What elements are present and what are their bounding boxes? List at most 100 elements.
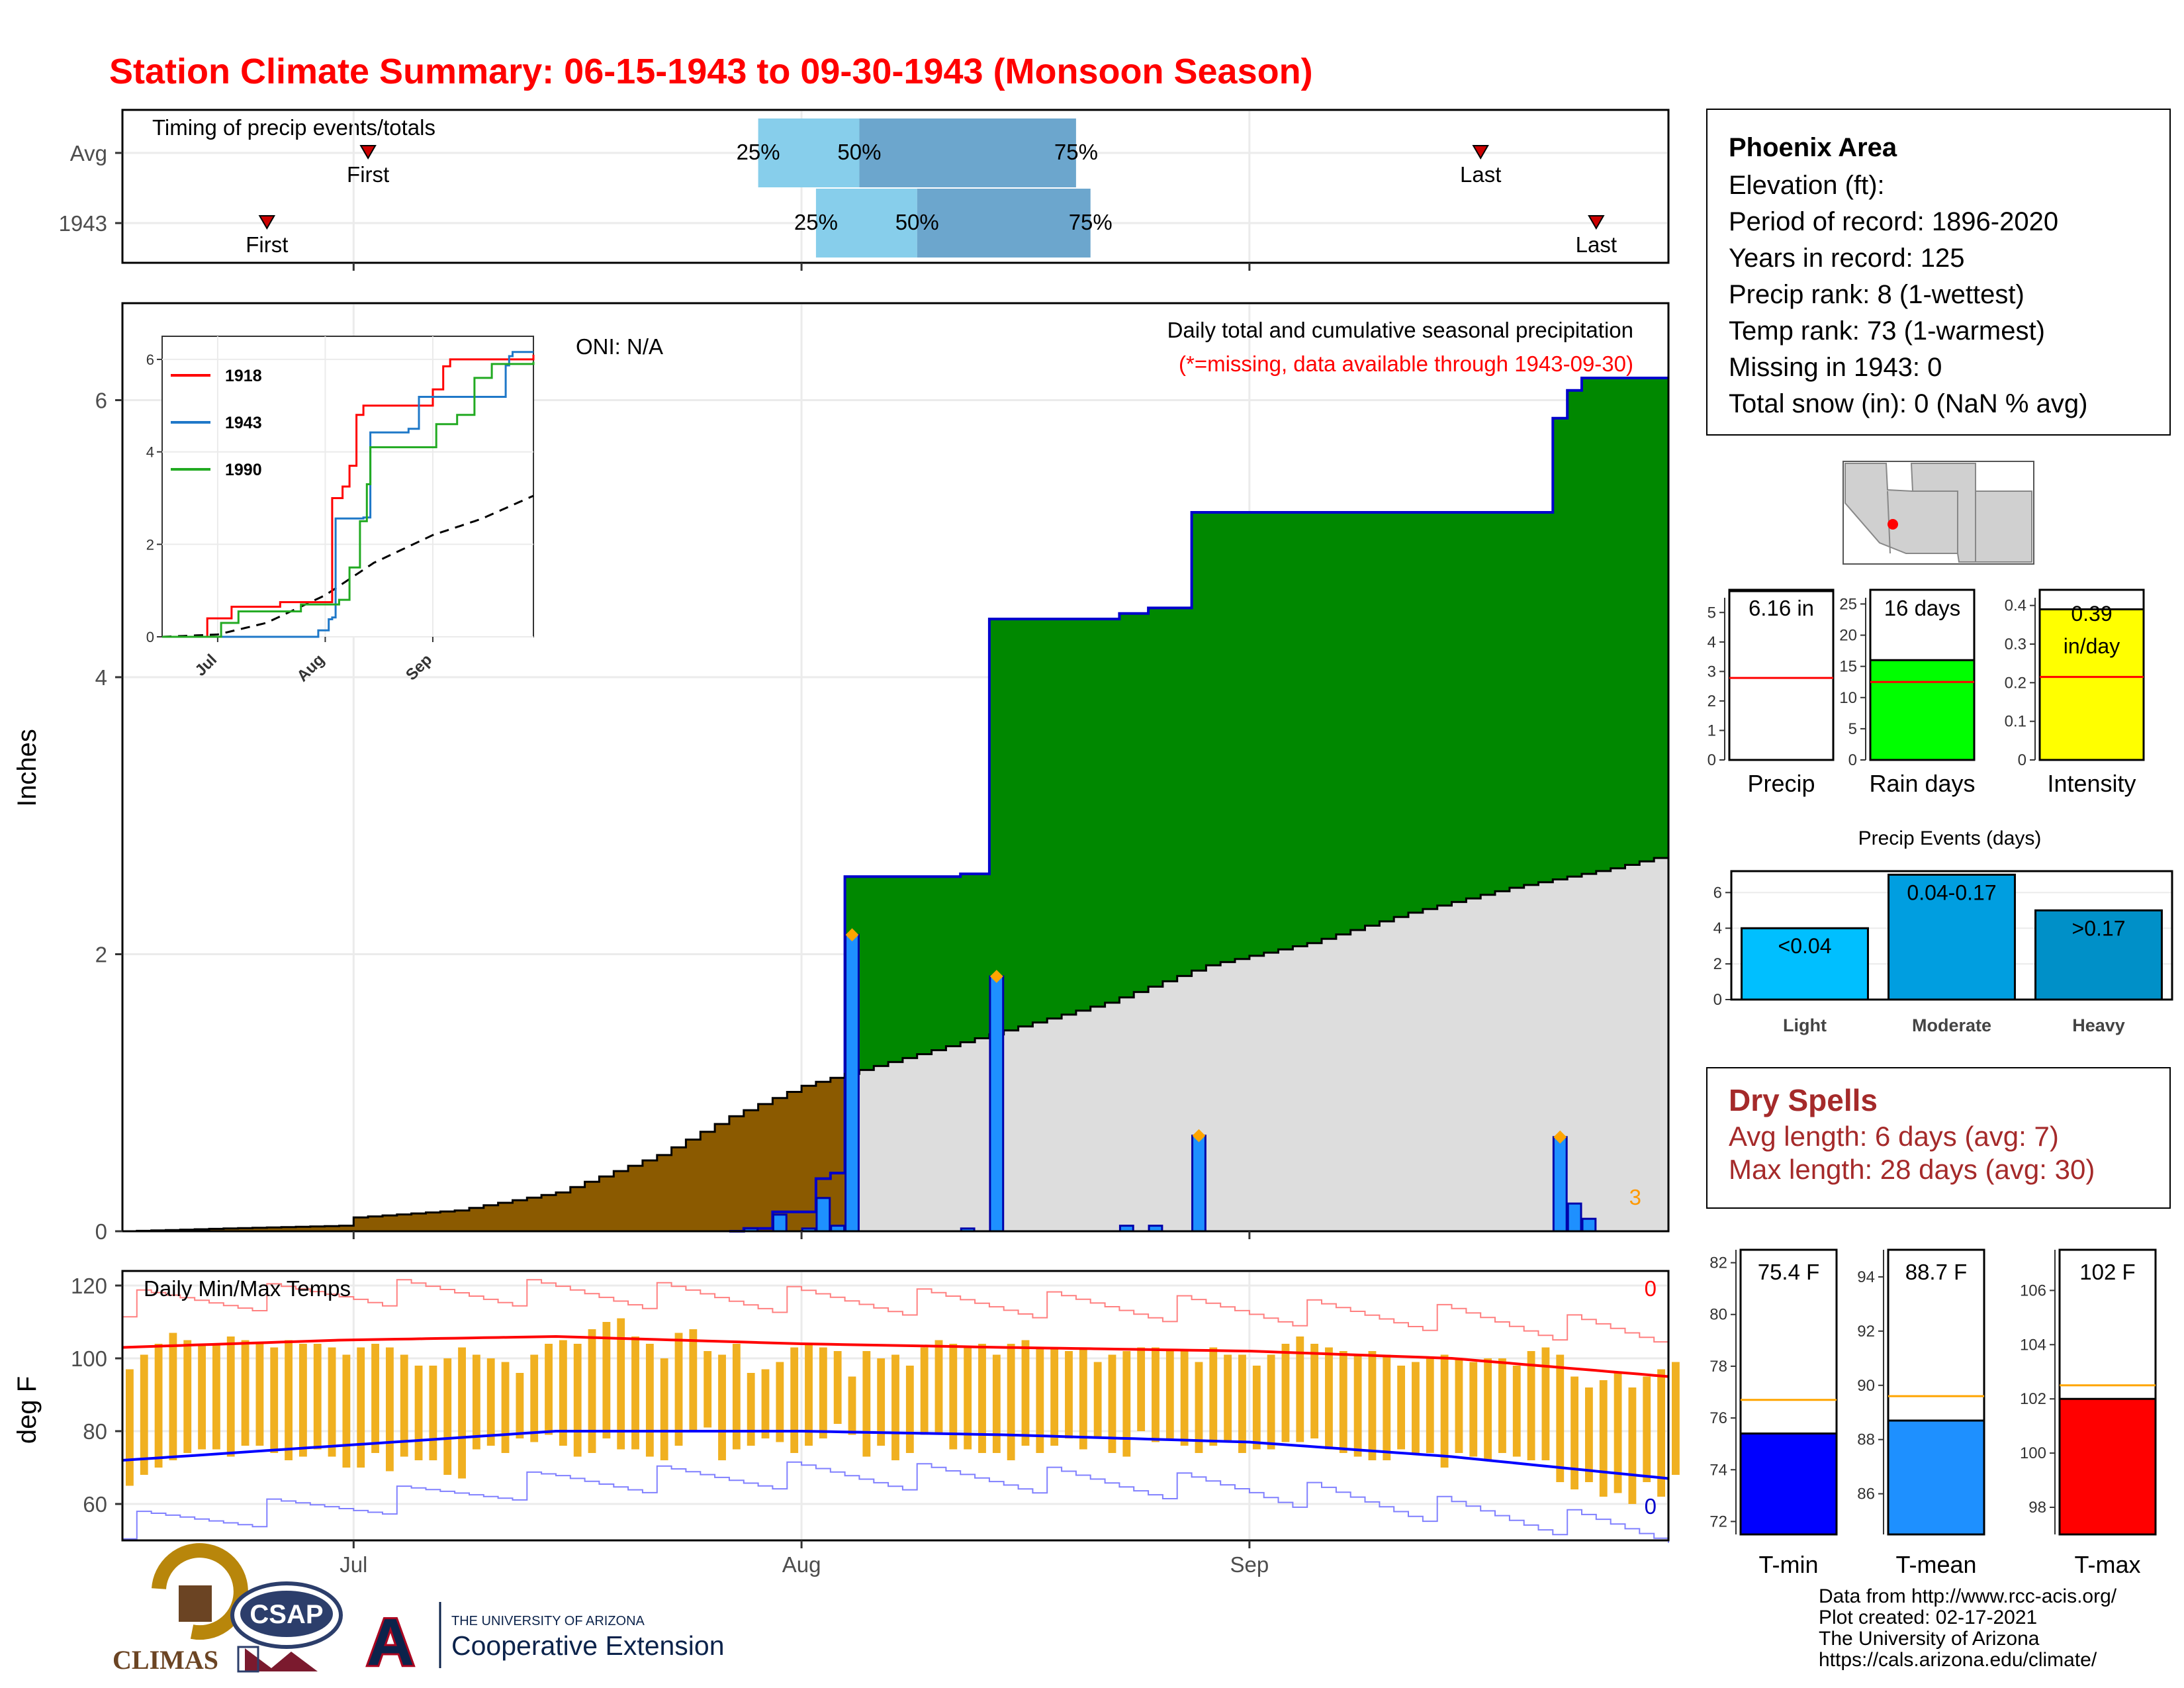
temp-stat-bar [2058, 1397, 2157, 1536]
daily-precip-marker [845, 928, 859, 942]
daily-temp-range-bar [790, 1347, 799, 1453]
temps-y-axis-title: deg F [13, 1376, 42, 1444]
daily-temp-range-bar [934, 1340, 943, 1435]
events-bar-label: <0.04 [1778, 934, 1832, 958]
avg-min-line [122, 1430, 1669, 1480]
daily-temp-range-bar [1353, 1354, 1362, 1457]
station-info-line: Elevation (ft): [1729, 171, 1885, 200]
inset-y-tick-label: 6 [146, 352, 154, 368]
avg-cumulative-area [122, 854, 1668, 1231]
ua-logo-letter: A [367, 1605, 414, 1679]
inset-y-tick-label: 0 [146, 629, 154, 645]
credit-line: Data from http://www.rcc-acis.org/ [1819, 1585, 2117, 1607]
stat-y-tick-label: 15 [1839, 658, 1857, 676]
avg-max-line [122, 1335, 1669, 1378]
daily-temp-range-bar [1093, 1362, 1102, 1438]
events-bar-label: >0.17 [2072, 916, 2126, 940]
daily-precip-bar [1581, 1217, 1597, 1233]
daily-temp-range-bar [1397, 1366, 1406, 1450]
daily-temp-range-bar [689, 1329, 698, 1431]
timing-q75-label: 75% [1054, 140, 1098, 164]
daily-temp-range-bar [486, 1358, 495, 1446]
temp-stat-value-label: 102 F [2079, 1260, 2135, 1284]
events-category-label: Heavy [2072, 1015, 2125, 1035]
daily-temp-range-bar [357, 1347, 365, 1468]
events-category-label: Moderate [1912, 1015, 1991, 1035]
daily-precip-bar [772, 1213, 788, 1233]
daily-temp-range-bar [270, 1347, 279, 1453]
temp-stat-y-tick-label: 94 [1857, 1268, 1875, 1286]
stat-y-tick-label: 0.4 [2005, 597, 2026, 615]
stat-value-label: 6.16 in [1749, 596, 1814, 620]
temperature-panel: Daily Min/Max Temps 0 0 deg F 60 80 100 120… [13, 1270, 1680, 1577]
daily-temp-range-bar [140, 1354, 148, 1475]
daily-temp-range-bar [1325, 1347, 1333, 1450]
missing-note: (*=missing, data available through 1943-… [1179, 352, 1633, 376]
temp-stat-bar [1887, 1419, 1985, 1536]
stat-y-tick-label: 20 [1839, 627, 1857, 645]
stat-bar [1869, 659, 1976, 761]
daily-temp-range-bar [530, 1354, 539, 1442]
timing-row-label: 1943 [59, 211, 107, 236]
stat-value-label: 0.39 [2071, 602, 2112, 626]
daily-temp-range-bar [891, 1354, 899, 1460]
daily-temp-range-bar [761, 1369, 770, 1438]
daily-temp-range-bar [1007, 1344, 1015, 1460]
daily-temp-range-bar [226, 1336, 235, 1457]
daily-temp-range-bar [588, 1329, 596, 1453]
daily-temp-range-bar [472, 1354, 480, 1450]
temps-x-tick-label: Sep [1230, 1552, 1269, 1577]
stat-category-label: Rain days [1869, 770, 1975, 797]
daily-temp-range-bar [1657, 1369, 1665, 1497]
daily-temp-range-bar [1296, 1336, 1304, 1442]
credit-line: Plot created: 02-17-2021 [1819, 1607, 2038, 1628]
daily-temp-range-bar [545, 1344, 553, 1435]
avg-cumulative-line [122, 854, 1670, 1233]
daily-precip-bar [1552, 1136, 1568, 1233]
daily-temp-range-bar [1267, 1354, 1275, 1450]
temp-stat-y-tick-label: 82 [1709, 1254, 1727, 1272]
daily-temp-range-bar [833, 1351, 842, 1424]
timing-label: Timing of precip events/totals [152, 115, 435, 140]
daily-temp-range-bar [1152, 1347, 1160, 1442]
timing-q50-label: 50% [837, 140, 881, 164]
daily-temp-range-bar [1209, 1347, 1218, 1446]
station-location-marker [1888, 519, 1898, 530]
daily-precip-bar [844, 933, 860, 1233]
inset-series-line [162, 354, 535, 638]
temp-stat-bar [1739, 1432, 1838, 1536]
daily-temp-range-bar [1368, 1351, 1377, 1460]
daily-temp-range-bar [905, 1366, 914, 1453]
daily-temp-range-bar [1541, 1347, 1550, 1460]
daily-temp-range-bar [1455, 1358, 1463, 1453]
temps-y-tick-label: 60 [83, 1492, 107, 1517]
inset-legend-label: 1943 [225, 414, 262, 432]
ua-logo: A THE UNIVERSITY OF ARIZONA Cooperative … [365, 1602, 725, 1681]
deficit-area [122, 1074, 845, 1231]
credit-line: https://cals.arizona.edu/climate/ [1819, 1649, 2097, 1671]
temps-x-tick-label: Aug [782, 1552, 821, 1577]
daily-precip-bar [1567, 1202, 1582, 1233]
daily-temp-range-bar [1628, 1387, 1637, 1504]
daily-temp-range-bar [1195, 1362, 1203, 1453]
temp-stat-y-tick-label: 100 [2020, 1444, 2046, 1462]
temp-stat-y-tick-label: 104 [2020, 1336, 2046, 1354]
timing-q25-q50-bar [758, 118, 860, 187]
daily-temp-range-bar [805, 1344, 813, 1446]
stat-bar [2038, 608, 2145, 761]
daily-temp-range-bar [1440, 1354, 1449, 1468]
daily-temp-range-bar [992, 1354, 1001, 1453]
daily-temp-range-bar [328, 1347, 336, 1457]
timing-row-label: Avg [70, 141, 107, 165]
stat-y-tick-label: 0 [1707, 751, 1716, 769]
temp-stat-y-tick-label: 88 [1857, 1431, 1875, 1449]
stat-y-tick-label: 0.2 [2005, 674, 2026, 692]
temps-plot [121, 1270, 1680, 1543]
daily-temp-range-bar [1585, 1387, 1593, 1482]
daily-temp-range-bar [631, 1336, 639, 1450]
temperature-stat-charts: 72 74 76 78 80 82 75.4 F T-min 86 88 90 92 94 88.7 F T… [1709, 1248, 2157, 1578]
daily-temp-range-bar [1036, 1347, 1044, 1453]
daily-temp-range-bar [920, 1347, 929, 1435]
timing-q75-label: 75% [1069, 210, 1113, 234]
